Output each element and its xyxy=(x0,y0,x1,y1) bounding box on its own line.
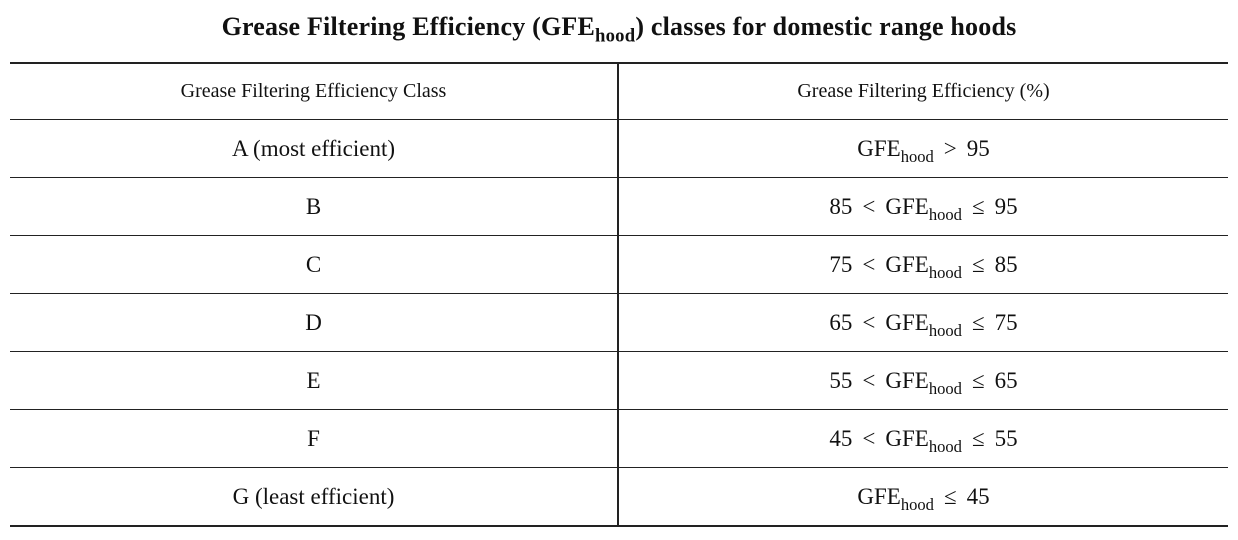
lower-bound: 65 xyxy=(829,309,853,335)
variable-subscript: hood xyxy=(928,436,962,456)
variable-name: GFE xyxy=(885,251,929,277)
upper-operator: ≤ xyxy=(943,483,957,509)
efficiency-cell: 45 < GFEhood ≤55 xyxy=(618,409,1228,468)
class-cell: F xyxy=(10,409,619,468)
variable-name: GFE xyxy=(857,135,901,161)
table-row: C 75 < GFEhood ≤85 xyxy=(10,235,1228,294)
table-row: B 85 < GFEhood ≤95 xyxy=(10,177,1228,236)
title-subscript: hood xyxy=(595,25,636,47)
class-cell: D xyxy=(10,293,619,352)
efficiency-cell: GFEhood ≤45 xyxy=(618,467,1228,527)
upper-operator: ≤ xyxy=(971,251,985,277)
efficiency-cell: 75 < GFEhood ≤85 xyxy=(618,235,1228,294)
upper-bound: 45 xyxy=(966,483,990,509)
class-cell: B xyxy=(10,177,619,236)
variable-name: GFE xyxy=(885,193,929,219)
variable-subscript: hood xyxy=(928,204,962,224)
variable-subscript: hood xyxy=(928,320,962,340)
gfe-classes-table: Grease Filtering Efficiency Class Grease… xyxy=(10,62,1228,527)
variable-subscript: hood xyxy=(900,146,934,166)
table-row: A (most efficient) GFEhood >95 xyxy=(10,119,1228,178)
table-row: F 45 < GFEhood ≤55 xyxy=(10,409,1228,468)
lower-operator: < xyxy=(862,309,876,335)
lower-operator: < xyxy=(862,425,876,451)
efficiency-cell: 65 < GFEhood ≤75 xyxy=(618,293,1228,352)
upper-bound: 55 xyxy=(994,425,1018,451)
variable-subscript: hood xyxy=(900,494,934,514)
header-class: Grease Filtering Efficiency Class xyxy=(10,62,619,120)
lower-bound: 85 xyxy=(829,193,853,219)
variable-subscript: hood xyxy=(928,262,962,282)
lower-operator: < xyxy=(862,251,876,277)
upper-operator: ≤ xyxy=(971,425,985,451)
header-efficiency: Grease Filtering Efficiency (%) xyxy=(618,62,1228,120)
upper-operator: ≤ xyxy=(971,193,985,219)
table-header-row: Grease Filtering Efficiency Class Grease… xyxy=(10,62,1228,120)
lower-bound: 75 xyxy=(829,251,853,277)
upper-bound: 75 xyxy=(994,309,1018,335)
table-title: Grease Filtering Efficiency (GFEhood) cl… xyxy=(0,10,1238,47)
variable-name: GFE xyxy=(885,309,929,335)
title-prefix: Grease Filtering Efficiency (GFE xyxy=(221,12,595,41)
efficiency-cell: 85 < GFEhood ≤95 xyxy=(618,177,1228,236)
table-row: E 55 < GFEhood ≤65 xyxy=(10,351,1228,410)
upper-bound: 85 xyxy=(994,251,1018,277)
upper-bound: 95 xyxy=(994,193,1018,219)
lower-operator: < xyxy=(862,367,876,393)
table-row: D 65 < GFEhood ≤75 xyxy=(10,293,1228,352)
variable-name: GFE xyxy=(885,367,929,393)
table-row: G (least efficient) GFEhood ≤45 xyxy=(10,467,1228,527)
class-cell: C xyxy=(10,235,619,294)
efficiency-cell: 55 < GFEhood ≤65 xyxy=(618,351,1228,410)
lower-operator: < xyxy=(862,193,876,219)
lower-bound: 55 xyxy=(829,367,853,393)
variable-name: GFE xyxy=(857,483,901,509)
class-cell: A (most efficient) xyxy=(10,119,619,178)
upper-operator: ≤ xyxy=(971,367,985,393)
upper-operator: ≤ xyxy=(971,309,985,335)
lower-bound: 45 xyxy=(829,425,853,451)
variable-subscript: hood xyxy=(928,378,962,398)
upper-operator: > xyxy=(943,135,957,161)
efficiency-cell: GFEhood >95 xyxy=(618,119,1228,178)
class-cell: E xyxy=(10,351,619,410)
class-cell: G (least efficient) xyxy=(10,467,619,527)
title-suffix: ) classes for domestic range hoods xyxy=(635,12,1017,41)
upper-bound: 95 xyxy=(966,135,990,161)
upper-bound: 65 xyxy=(994,367,1018,393)
variable-name: GFE xyxy=(885,425,929,451)
